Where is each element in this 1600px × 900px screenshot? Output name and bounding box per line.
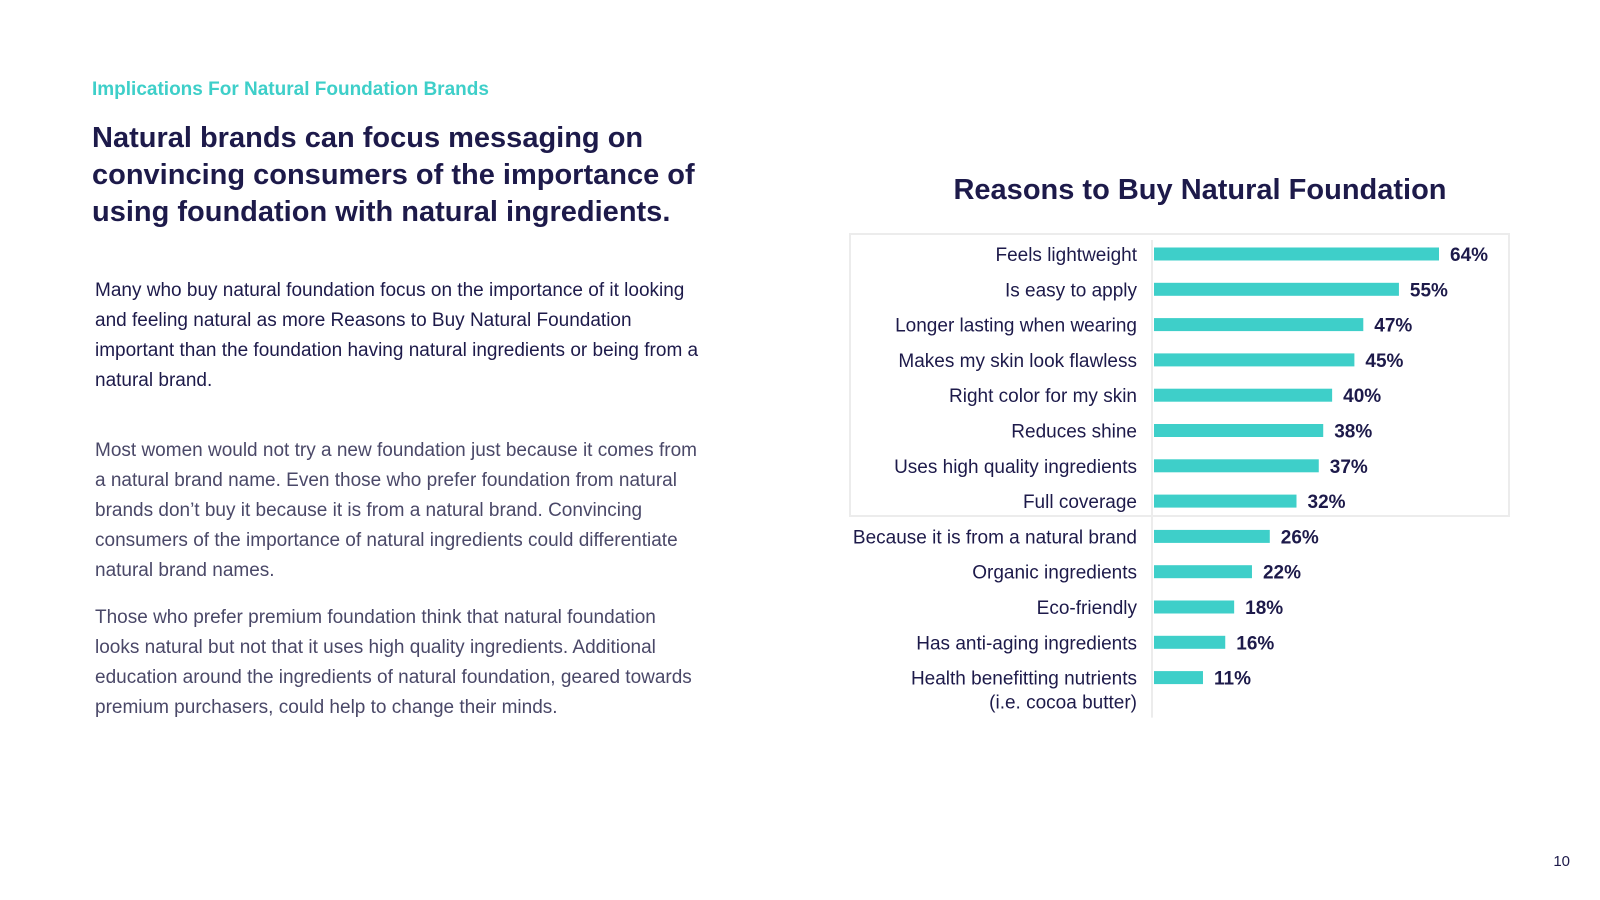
intro-paragraph: Many who buy natural foundation focus on… (95, 280, 699, 391)
category-label: Makes my skin look flawless (898, 351, 1137, 372)
category-label: Full coverage (1023, 492, 1137, 513)
bar (1154, 529, 1270, 543)
bar (1154, 600, 1235, 614)
section-eyebrow: Implications For Natural Foundation Bran… (92, 79, 489, 100)
category-label: Has anti-aging ingredients (916, 633, 1137, 654)
category-label: Health benefitting nutrients (i.e. cocoa … (911, 669, 1137, 714)
category-label: Reduces shine (1011, 422, 1137, 443)
bar (1154, 318, 1364, 332)
category-label: Is easy to apply (1005, 280, 1138, 301)
bar (1154, 671, 1203, 685)
data-label: 55% (1410, 280, 1448, 301)
data-label: 38% (1334, 422, 1372, 443)
data-label: 47% (1374, 316, 1412, 337)
bar (1154, 424, 1324, 437)
category-label: Because it is from a natural brand (853, 527, 1137, 548)
bar (1154, 459, 1319, 473)
category-label: Uses high quality ingredients (894, 457, 1137, 478)
data-label: 37% (1330, 457, 1368, 478)
category-label: Eco-friendly (1037, 598, 1138, 619)
bar (1154, 353, 1355, 367)
data-label: 22% (1263, 563, 1301, 584)
category-label: Right color for my skin (949, 386, 1137, 407)
category-label: Organic ingredients (972, 563, 1137, 584)
data-label: 11% (1214, 669, 1251, 690)
bar (1154, 565, 1252, 579)
category-label: Longer lasting when wearing (895, 316, 1137, 337)
data-label: 40% (1343, 386, 1381, 407)
body-paragraph-2: Those who prefer premium foundation thin… (95, 607, 692, 718)
chart-highlight-frame (849, 233, 1510, 517)
bar (1154, 494, 1297, 508)
bar (1154, 635, 1226, 649)
data-label: 18% (1245, 598, 1283, 619)
data-label: 64% (1450, 245, 1488, 266)
bar (1154, 282, 1399, 296)
data-label: 26% (1281, 527, 1319, 548)
body-paragraph-1: Most women would not try a new foundatio… (95, 440, 697, 581)
chart-title: Reasons to Buy Natural Foundation (953, 174, 1447, 206)
data-label: 32% (1308, 492, 1346, 513)
bar (1154, 247, 1439, 261)
bar (1154, 388, 1333, 402)
category-label: Feels lightweight (995, 245, 1137, 266)
data-label: 45% (1365, 351, 1403, 372)
data-label: 16% (1236, 633, 1274, 654)
page-headline: Natural brands can focus messaging on co… (92, 122, 695, 228)
page-number: 10 (1553, 853, 1570, 870)
